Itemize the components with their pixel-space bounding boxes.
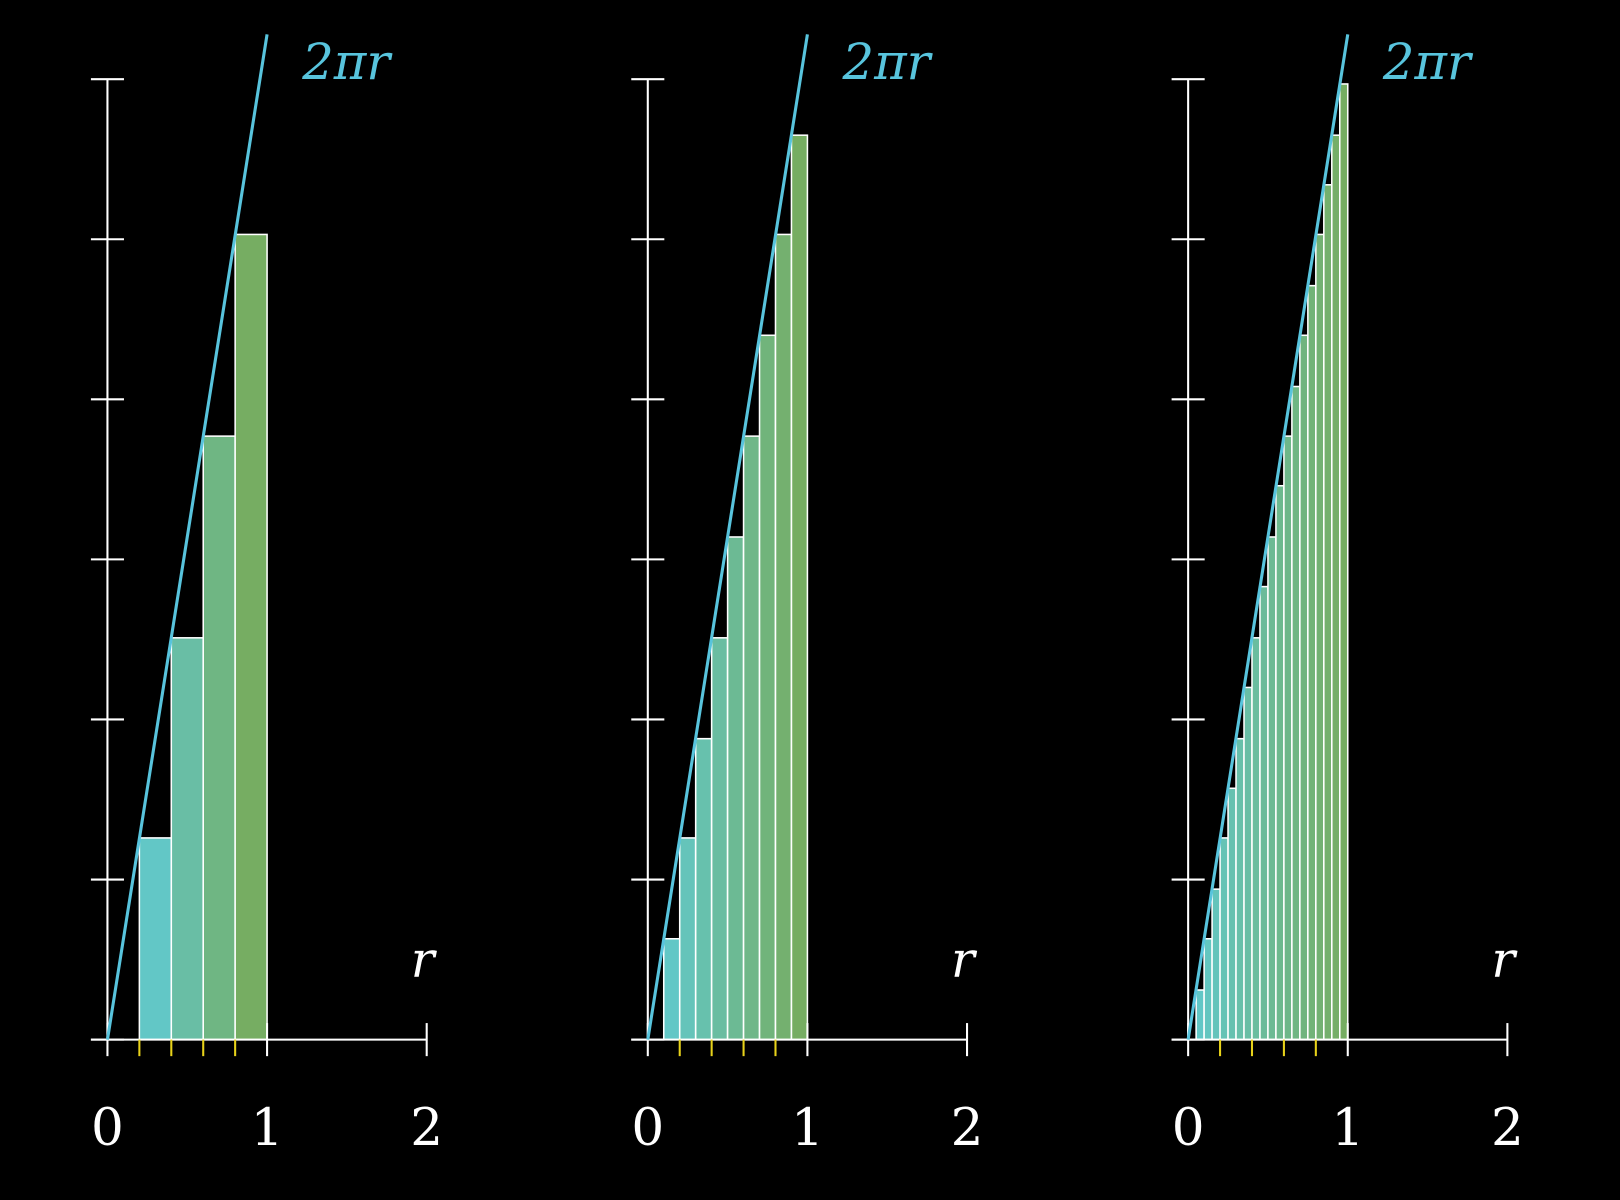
x-tick-label: 1	[1331, 1098, 1364, 1158]
bar	[1195, 989, 1205, 1041]
bar	[694, 737, 713, 1041]
bar	[1259, 585, 1269, 1041]
bar	[1275, 484, 1285, 1041]
bar	[1227, 787, 1237, 1041]
bar	[170, 637, 204, 1041]
bar	[1331, 134, 1341, 1041]
bar	[662, 937, 681, 1041]
bar	[202, 435, 236, 1041]
x-tick-label: 2	[951, 1098, 984, 1158]
line	[105, 34, 269, 1040]
bar	[710, 637, 729, 1041]
bar	[1219, 837, 1229, 1041]
bar	[790, 134, 809, 1041]
x-tick-label: 2	[1491, 1098, 1524, 1158]
bar	[1211, 888, 1221, 1041]
line	[646, 34, 809, 1040]
line	[1186, 34, 1350, 1040]
x-tick-label: 1	[251, 1098, 284, 1158]
bar	[1283, 435, 1293, 1041]
bar	[1299, 334, 1309, 1041]
x-tick-label: 2	[410, 1098, 443, 1158]
line-label: 2πr	[301, 33, 393, 91]
x-axis-label: r	[951, 931, 978, 989]
bar	[1251, 637, 1261, 1041]
bar	[1203, 937, 1213, 1041]
x-tick-label: 1	[791, 1098, 824, 1158]
x-axis-label: r	[411, 931, 438, 989]
bar	[758, 334, 777, 1041]
line-label: 2πr	[1382, 33, 1474, 91]
bar	[726, 536, 745, 1041]
x-tick-label: 0	[631, 1098, 664, 1158]
bar	[1323, 184, 1333, 1041]
line-label: 2πr	[842, 33, 934, 91]
bar	[1339, 83, 1349, 1041]
bar	[1291, 385, 1301, 1041]
bar	[1315, 233, 1325, 1041]
bar	[234, 233, 268, 1041]
x-tick-label: 0	[91, 1098, 124, 1158]
bar	[1243, 686, 1253, 1041]
bar	[742, 435, 761, 1041]
x-axis-label: r	[1491, 931, 1518, 989]
bar	[138, 837, 173, 1041]
bar	[1267, 536, 1277, 1041]
bar	[1307, 284, 1317, 1041]
bar	[678, 837, 697, 1041]
x-tick-label: 0	[1172, 1098, 1205, 1158]
bar	[774, 233, 793, 1041]
bar	[1235, 737, 1245, 1041]
